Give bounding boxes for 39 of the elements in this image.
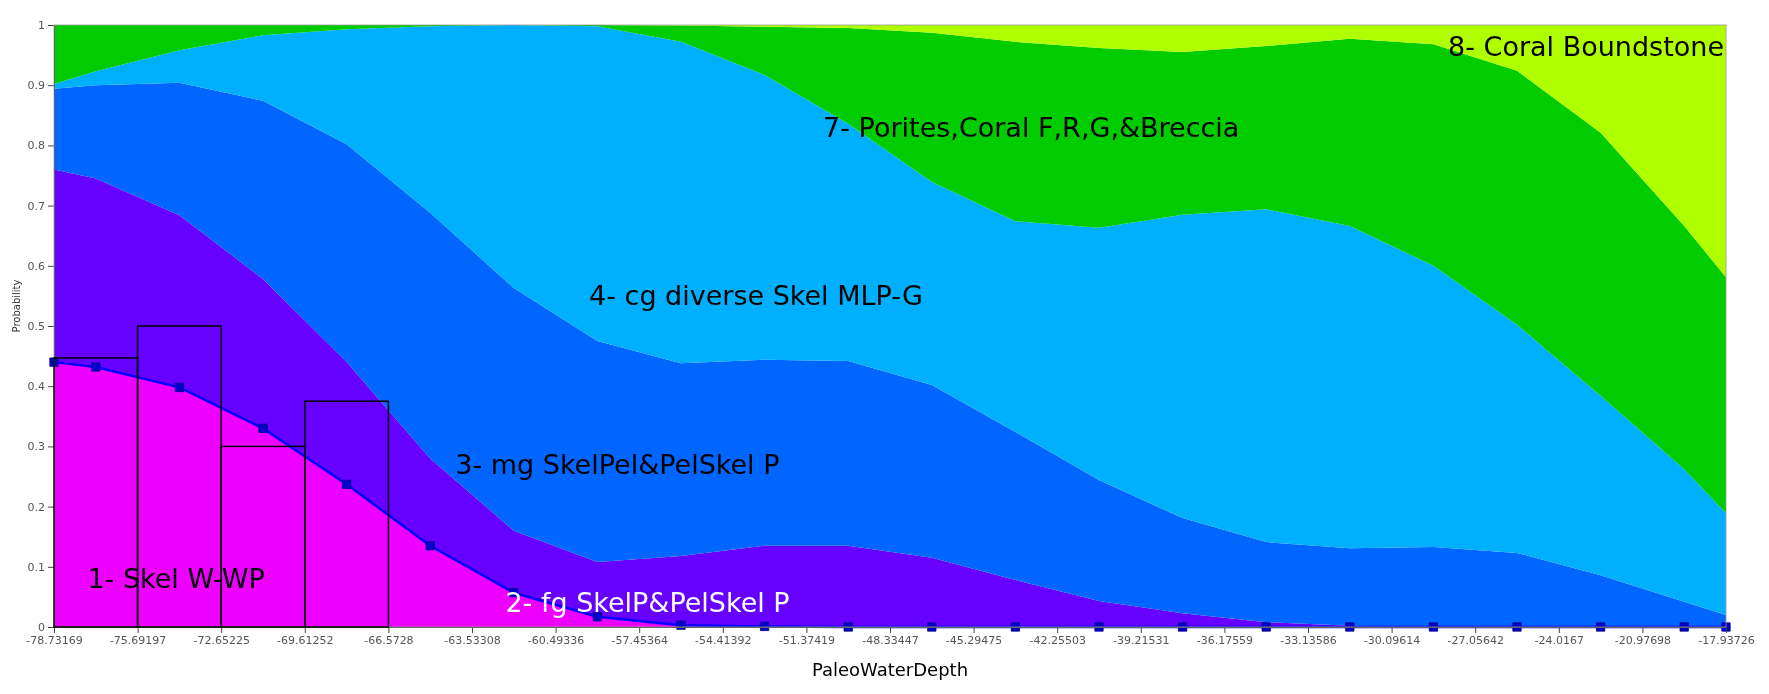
y-tick-label: 0.8 [27, 139, 45, 153]
x-tick-label: -63.53308 [444, 633, 501, 647]
x-tick-label: -30.09614 [1363, 633, 1421, 647]
y-axis-title: Probability [11, 279, 22, 333]
x-tick-label: -17.93726 [1698, 633, 1755, 647]
x-tick-label: -66.5728 [364, 633, 414, 647]
x-tick-label: -48.33447 [862, 633, 919, 647]
x-tick-label: -78.73169 [26, 633, 83, 647]
x-tick-label: -69.61252 [277, 633, 334, 647]
y-tick-label: 0.9 [27, 79, 45, 93]
x-tick-label: -54.41392 [695, 633, 752, 647]
series-label: 4- cg diverse Skel MLP-G [589, 280, 923, 312]
x-tick-label: -39.21531 [1113, 633, 1170, 647]
x-tick-label: -33.13586 [1280, 633, 1337, 647]
x-tick-label: -27.05642 [1447, 633, 1504, 647]
y-tick-label: 0.4 [27, 380, 45, 394]
x-axis-title: PaleoWaterDepth [811, 659, 969, 680]
x-tick-label: -57.45364 [611, 633, 668, 647]
x-tick-label: -36.17559 [1196, 633, 1254, 647]
series-label: 2- fg SkelP&PelSkel P [505, 587, 790, 619]
series-label: 8- Coral Boundstone [1448, 30, 1724, 62]
y-tick-label: 1 [38, 19, 45, 33]
x-tick-label: -20.97698 [1614, 633, 1672, 647]
series-label: 7- Porites,Coral F,R,G,&Breccia [823, 111, 1240, 143]
x-tick-label: -60.49336 [527, 633, 585, 647]
x-tick-label: -75.69197 [109, 633, 167, 647]
x-tick-label: -51.37419 [778, 633, 836, 647]
x-tick-label: -72.65225 [193, 633, 250, 647]
x-tick-label: -42.25503 [1029, 633, 1086, 647]
y-tick-label: 0.5 [27, 320, 45, 334]
y-tick-label: 0.2 [27, 500, 45, 514]
series-label: 3- mg SkelPel&PelSkel P [455, 448, 780, 480]
y-tick-label: 0.3 [27, 440, 45, 454]
y-tick-label: 0 [38, 621, 45, 635]
y-tick-label: 0.7 [27, 199, 45, 213]
y-tick-label: 0.1 [27, 560, 45, 574]
x-tick-label: -45.29475 [945, 633, 1003, 647]
y-tick-label: 0.6 [27, 259, 45, 273]
x-tick-label: -24.0167 [1534, 633, 1585, 647]
